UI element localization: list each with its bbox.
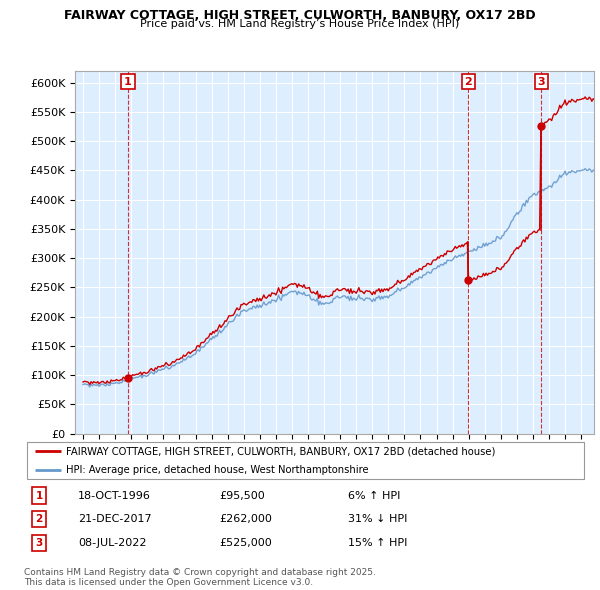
Text: 21-DEC-2017: 21-DEC-2017 bbox=[78, 514, 152, 524]
Text: 1: 1 bbox=[124, 77, 132, 87]
Text: 31% ↓ HPI: 31% ↓ HPI bbox=[348, 514, 407, 524]
Text: 2: 2 bbox=[464, 77, 472, 87]
Text: 3: 3 bbox=[35, 538, 43, 548]
Text: 1: 1 bbox=[35, 491, 43, 500]
Text: £95,500: £95,500 bbox=[219, 491, 265, 500]
Text: HPI: Average price, detached house, West Northamptonshire: HPI: Average price, detached house, West… bbox=[66, 466, 369, 476]
Text: 2: 2 bbox=[35, 514, 43, 524]
FancyBboxPatch shape bbox=[27, 442, 584, 479]
Text: £525,000: £525,000 bbox=[219, 538, 272, 548]
Text: FAIRWAY COTTAGE, HIGH STREET, CULWORTH, BANBURY, OX17 2BD (detached house): FAIRWAY COTTAGE, HIGH STREET, CULWORTH, … bbox=[66, 446, 496, 456]
Text: 3: 3 bbox=[538, 77, 545, 87]
Text: £262,000: £262,000 bbox=[219, 514, 272, 524]
Text: FAIRWAY COTTAGE, HIGH STREET, CULWORTH, BANBURY, OX17 2BD: FAIRWAY COTTAGE, HIGH STREET, CULWORTH, … bbox=[64, 9, 536, 22]
Text: 15% ↑ HPI: 15% ↑ HPI bbox=[348, 538, 407, 548]
Text: 6% ↑ HPI: 6% ↑ HPI bbox=[348, 491, 400, 500]
Text: Contains HM Land Registry data © Crown copyright and database right 2025.
This d: Contains HM Land Registry data © Crown c… bbox=[24, 568, 376, 587]
Text: 18-OCT-1996: 18-OCT-1996 bbox=[78, 491, 151, 500]
Text: Price paid vs. HM Land Registry’s House Price Index (HPI): Price paid vs. HM Land Registry’s House … bbox=[140, 19, 460, 29]
Text: 08-JUL-2022: 08-JUL-2022 bbox=[78, 538, 146, 548]
